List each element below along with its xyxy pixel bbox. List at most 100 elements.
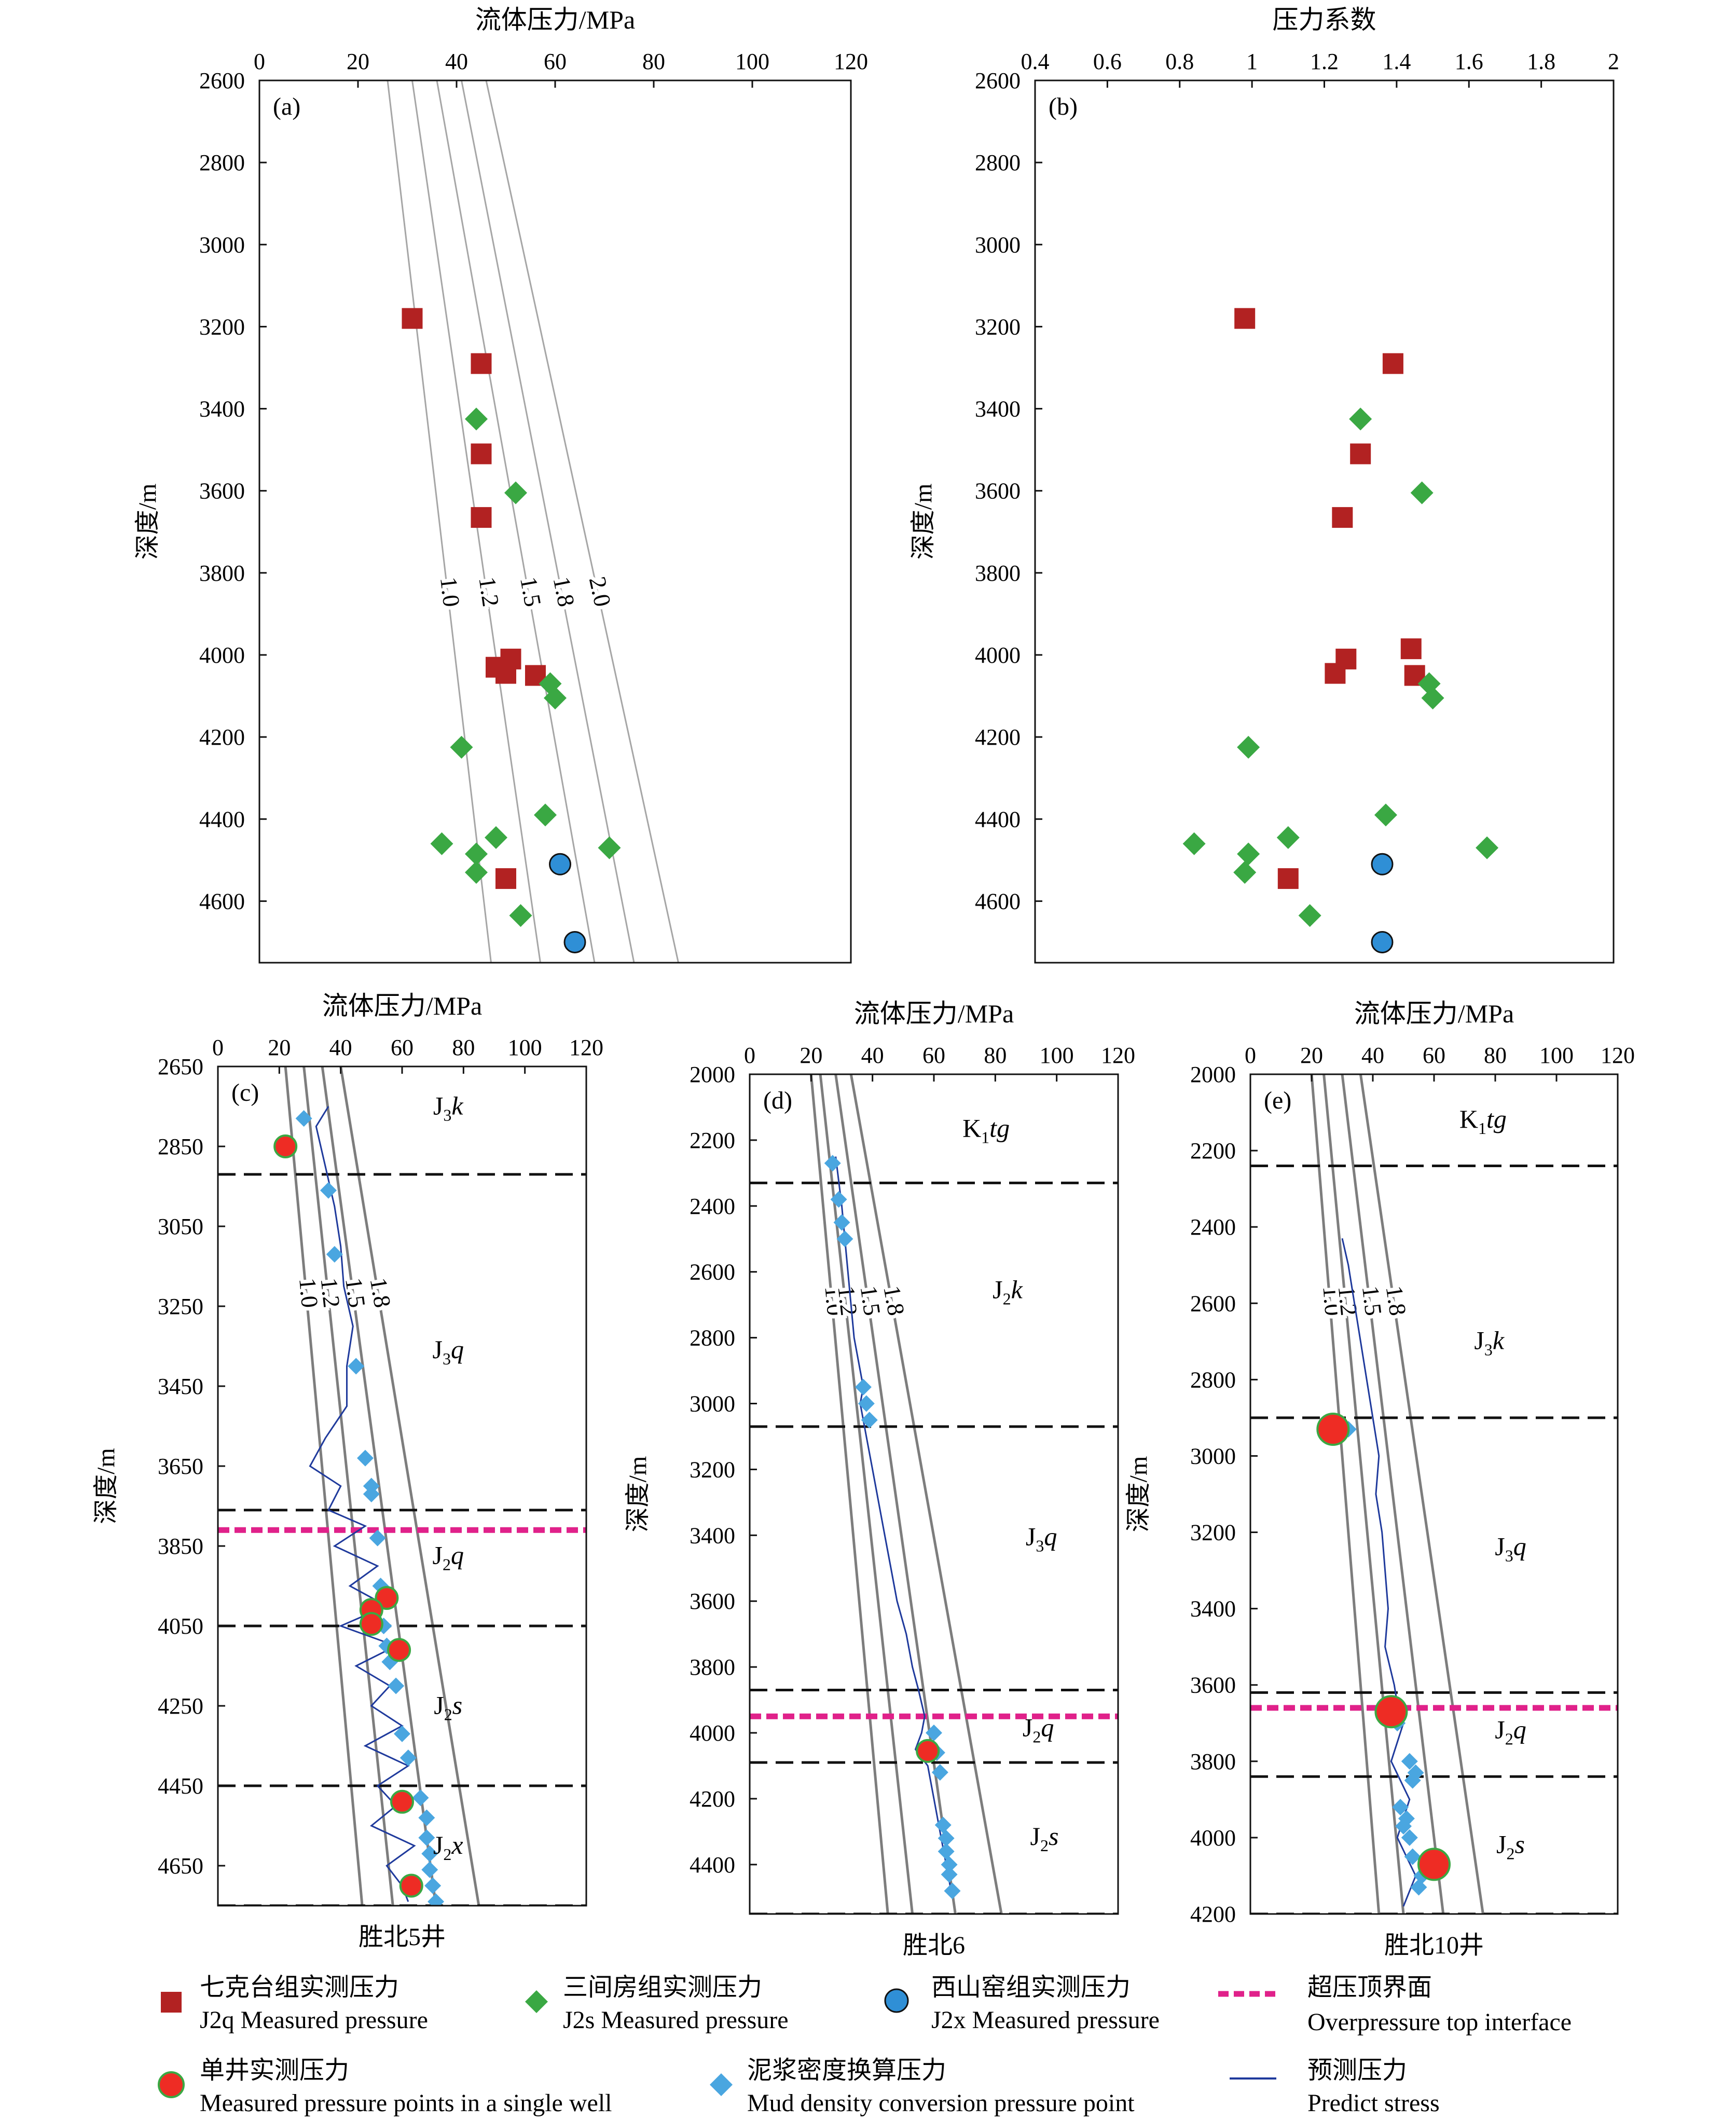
- j2q-point: [1234, 308, 1256, 329]
- x-tick-label: 100: [1539, 1043, 1574, 1068]
- j2s-point: [598, 836, 621, 859]
- j2q-point: [1382, 353, 1403, 374]
- x-tick-label: 0: [1245, 1043, 1256, 1068]
- j2s-point: [465, 842, 488, 866]
- well-name: 胜北10井: [1384, 1932, 1484, 1959]
- y-tick-label: 2400: [690, 1194, 735, 1219]
- y-tick-label: 4000: [199, 642, 245, 668]
- formation-label: J2x: [433, 1830, 463, 1864]
- j2s-point: [430, 832, 453, 855]
- x-tick-label: 20: [347, 49, 369, 74]
- mud-point: [1392, 1799, 1409, 1816]
- formation-label: J3q: [1026, 1522, 1057, 1555]
- plot-area: 1.01.21.51.8: [218, 1066, 586, 1906]
- y-tick-label: 2000: [1190, 1062, 1236, 1087]
- coef-label-2.0: 2.0: [584, 574, 616, 609]
- mud-point: [363, 1485, 380, 1502]
- y-tick-label: 4200: [199, 724, 245, 750]
- y-tick-label: 4450: [158, 1773, 203, 1799]
- x-tick-label: 20: [268, 1035, 291, 1060]
- y-tick-label: 3000: [199, 232, 245, 257]
- x-axis-title: 压力系数: [1273, 5, 1376, 34]
- coef-label-1.5: 1.5: [515, 575, 546, 609]
- y-tick-label: 4400: [199, 806, 245, 832]
- j2s-point: [465, 861, 488, 884]
- coef-line-1.2: [302, 1066, 394, 1906]
- y-tick-label: 3800: [1190, 1749, 1236, 1774]
- y-tick-label: 2650: [158, 1054, 203, 1079]
- y-tick-label: 3200: [199, 314, 245, 339]
- well-name: 胜北5井: [359, 1923, 446, 1951]
- plot-frame: [1034, 79, 1615, 964]
- y-tick-label: 2200: [1190, 1138, 1236, 1164]
- predict-curve: [1341, 1238, 1417, 1907]
- mud-point: [1404, 1848, 1421, 1865]
- mud-point: [421, 1861, 438, 1878]
- mud-point: [357, 1449, 374, 1467]
- y-tick-label: 3400: [690, 1523, 735, 1548]
- single-well-point: [1316, 1412, 1350, 1446]
- j2s-point: [1349, 407, 1372, 431]
- mud-point: [1401, 1753, 1418, 1770]
- coef-line-1.2: [819, 1074, 914, 1914]
- formation-label: J2q: [433, 1541, 464, 1574]
- y-tick-label: 2600: [975, 68, 1021, 93]
- mud-point: [938, 1830, 955, 1847]
- y-tick-label: 2200: [690, 1128, 735, 1153]
- mud-point: [858, 1395, 875, 1412]
- y-tick-label: 3850: [158, 1534, 203, 1559]
- coef-line-1.0: [809, 1074, 889, 1914]
- j2s-point: [1237, 735, 1260, 759]
- y-tick-label: 3250: [158, 1294, 203, 1319]
- single-well-point: [1417, 1848, 1451, 1881]
- y-tick-label: 2600: [199, 68, 245, 93]
- y-tick-label: 4200: [690, 1786, 735, 1812]
- mud-point: [295, 1110, 312, 1127]
- y-tick-label: 3600: [690, 1589, 735, 1614]
- y-tick-label: 3400: [975, 396, 1021, 422]
- y-tick-label: 2850: [158, 1134, 203, 1159]
- x-tick-label: 2: [1608, 49, 1619, 74]
- coef-line-1.8: [1359, 1074, 1484, 1914]
- mud-point: [938, 1843, 955, 1860]
- panel-label: (e): [1264, 1087, 1291, 1114]
- y-tick-label: 2600: [690, 1260, 735, 1285]
- formation-label: J2s: [1496, 1829, 1525, 1863]
- j2q-point: [471, 443, 492, 464]
- y-tick-label: 3000: [975, 232, 1021, 257]
- j2s-point: [485, 826, 507, 849]
- x-tick-label: 120: [569, 1035, 603, 1060]
- mud-point: [944, 1882, 961, 1899]
- single-well-point: [359, 1612, 383, 1636]
- formation-label: J3q: [433, 1335, 464, 1368]
- legend-mud-marker: [710, 2073, 733, 2096]
- x-tick-label: 60: [391, 1035, 414, 1060]
- j2s-point: [1276, 826, 1300, 849]
- formation-label: J2s: [434, 1690, 462, 1724]
- j2s-point: [1298, 904, 1321, 927]
- x-tick-label: 120: [1601, 1043, 1635, 1068]
- plot-frame: [1249, 1073, 1619, 1915]
- j2q-point: [1277, 868, 1299, 889]
- mud-point: [941, 1856, 958, 1873]
- y-tick-label: 3800: [975, 560, 1021, 586]
- y-tick-label: 3050: [158, 1214, 203, 1239]
- y-tick-label: 3600: [199, 478, 245, 504]
- legend-j2q-zh: 七克台组实测压力: [200, 1974, 399, 2001]
- y-tick-label: 3400: [199, 396, 245, 422]
- j2s-point: [1233, 861, 1257, 884]
- plot-area: 1.01.21.51.8: [750, 1074, 1118, 1914]
- mud-point: [833, 1214, 850, 1231]
- coef-label-1.8: 1.8: [365, 1276, 396, 1309]
- y-tick-label: 4650: [158, 1853, 203, 1879]
- mud-point: [320, 1182, 337, 1199]
- mud-point: [369, 1529, 386, 1547]
- x-axis-title: 流体压力/MPa: [1354, 999, 1514, 1028]
- x-tick-label: 1.4: [1382, 49, 1411, 74]
- plot-frame: [258, 79, 852, 964]
- y-tick-label: 3200: [975, 314, 1021, 339]
- x-tick-label: 100: [508, 1035, 542, 1060]
- panel-label: (a): [273, 93, 300, 120]
- y-tick-label: 3600: [975, 478, 1021, 504]
